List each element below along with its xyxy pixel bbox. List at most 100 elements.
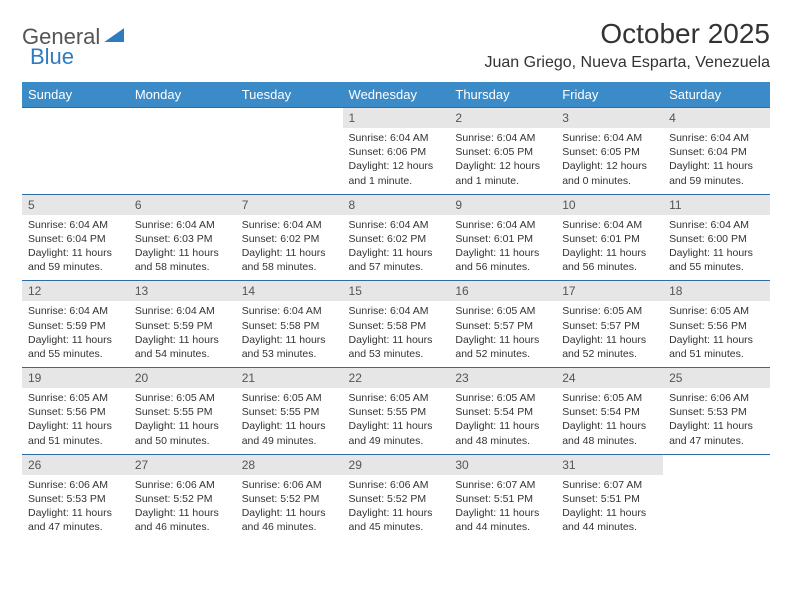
header: General October 2025 Juan Griego, Nueva …	[22, 18, 770, 72]
logo-triangle-icon	[104, 28, 124, 42]
day-number	[663, 455, 770, 473]
calendar-day-cell	[663, 454, 770, 540]
calendar-day-cell: 6Sunrise: 6:04 AMSunset: 6:03 PMDaylight…	[129, 194, 236, 281]
day-content: Sunrise: 6:04 AMSunset: 6:03 PMDaylight:…	[129, 215, 236, 281]
calendar-week-row: 5Sunrise: 6:04 AMSunset: 6:04 PMDaylight…	[22, 194, 770, 281]
day-number	[22, 108, 129, 126]
weekday-header: Saturday	[663, 82, 770, 108]
calendar-day-cell: 18Sunrise: 6:05 AMSunset: 5:56 PMDayligh…	[663, 281, 770, 368]
calendar-day-cell	[129, 108, 236, 195]
weekday-header: Friday	[556, 82, 663, 108]
day-content	[129, 126, 236, 135]
weekday-header: Monday	[129, 82, 236, 108]
day-number: 30	[449, 455, 556, 475]
calendar-header-row: SundayMondayTuesdayWednesdayThursdayFrid…	[22, 82, 770, 108]
calendar-day-cell: 13Sunrise: 6:04 AMSunset: 5:59 PMDayligh…	[129, 281, 236, 368]
day-number: 9	[449, 195, 556, 215]
weekday-header: Thursday	[449, 82, 556, 108]
calendar-day-cell: 3Sunrise: 6:04 AMSunset: 6:05 PMDaylight…	[556, 108, 663, 195]
calendar-day-cell: 2Sunrise: 6:04 AMSunset: 6:05 PMDaylight…	[449, 108, 556, 195]
day-content: Sunrise: 6:05 AMSunset: 5:56 PMDaylight:…	[663, 301, 770, 367]
day-content: Sunrise: 6:04 AMSunset: 6:02 PMDaylight:…	[343, 215, 450, 281]
day-number: 22	[343, 368, 450, 388]
calendar-table: SundayMondayTuesdayWednesdayThursdayFrid…	[22, 82, 770, 540]
calendar-day-cell	[22, 108, 129, 195]
logo-text-blue: Blue	[30, 44, 74, 70]
day-number: 16	[449, 281, 556, 301]
day-content: Sunrise: 6:04 AMSunset: 5:58 PMDaylight:…	[343, 301, 450, 367]
day-content: Sunrise: 6:05 AMSunset: 5:54 PMDaylight:…	[449, 388, 556, 454]
day-content: Sunrise: 6:04 AMSunset: 6:04 PMDaylight:…	[663, 128, 770, 194]
calendar-day-cell: 8Sunrise: 6:04 AMSunset: 6:02 PMDaylight…	[343, 194, 450, 281]
calendar-day-cell: 15Sunrise: 6:04 AMSunset: 5:58 PMDayligh…	[343, 281, 450, 368]
calendar-day-cell: 20Sunrise: 6:05 AMSunset: 5:55 PMDayligh…	[129, 368, 236, 455]
calendar-day-cell: 19Sunrise: 6:05 AMSunset: 5:56 PMDayligh…	[22, 368, 129, 455]
day-number: 8	[343, 195, 450, 215]
day-content: Sunrise: 6:04 AMSunset: 6:05 PMDaylight:…	[449, 128, 556, 194]
day-number: 18	[663, 281, 770, 301]
day-number: 28	[236, 455, 343, 475]
day-number: 13	[129, 281, 236, 301]
calendar-day-cell: 12Sunrise: 6:04 AMSunset: 5:59 PMDayligh…	[22, 281, 129, 368]
day-content: Sunrise: 6:07 AMSunset: 5:51 PMDaylight:…	[556, 475, 663, 541]
day-number: 29	[343, 455, 450, 475]
day-number: 3	[556, 108, 663, 128]
day-content: Sunrise: 6:06 AMSunset: 5:52 PMDaylight:…	[129, 475, 236, 541]
day-number: 5	[22, 195, 129, 215]
calendar-day-cell: 7Sunrise: 6:04 AMSunset: 6:02 PMDaylight…	[236, 194, 343, 281]
day-content: Sunrise: 6:04 AMSunset: 6:05 PMDaylight:…	[556, 128, 663, 194]
day-content: Sunrise: 6:04 AMSunset: 6:01 PMDaylight:…	[449, 215, 556, 281]
day-content: Sunrise: 6:05 AMSunset: 5:57 PMDaylight:…	[449, 301, 556, 367]
day-number: 31	[556, 455, 663, 475]
calendar-day-cell: 23Sunrise: 6:05 AMSunset: 5:54 PMDayligh…	[449, 368, 556, 455]
calendar-body: 1Sunrise: 6:04 AMSunset: 6:06 PMDaylight…	[22, 108, 770, 541]
day-content: Sunrise: 6:05 AMSunset: 5:55 PMDaylight:…	[129, 388, 236, 454]
calendar-day-cell: 22Sunrise: 6:05 AMSunset: 5:55 PMDayligh…	[343, 368, 450, 455]
day-content: Sunrise: 6:05 AMSunset: 5:54 PMDaylight:…	[556, 388, 663, 454]
day-content: Sunrise: 6:06 AMSunset: 5:53 PMDaylight:…	[663, 388, 770, 454]
calendar-day-cell: 10Sunrise: 6:04 AMSunset: 6:01 PMDayligh…	[556, 194, 663, 281]
day-number: 10	[556, 195, 663, 215]
day-number: 4	[663, 108, 770, 128]
day-content: Sunrise: 6:05 AMSunset: 5:57 PMDaylight:…	[556, 301, 663, 367]
weekday-header: Wednesday	[343, 82, 450, 108]
day-number: 1	[343, 108, 450, 128]
day-content: Sunrise: 6:04 AMSunset: 5:59 PMDaylight:…	[22, 301, 129, 367]
calendar-day-cell: 17Sunrise: 6:05 AMSunset: 5:57 PMDayligh…	[556, 281, 663, 368]
day-content: Sunrise: 6:04 AMSunset: 6:01 PMDaylight:…	[556, 215, 663, 281]
calendar-day-cell: 29Sunrise: 6:06 AMSunset: 5:52 PMDayligh…	[343, 454, 450, 540]
day-content: Sunrise: 6:04 AMSunset: 5:59 PMDaylight:…	[129, 301, 236, 367]
calendar-day-cell: 4Sunrise: 6:04 AMSunset: 6:04 PMDaylight…	[663, 108, 770, 195]
day-content: Sunrise: 6:06 AMSunset: 5:53 PMDaylight:…	[22, 475, 129, 541]
calendar-day-cell: 21Sunrise: 6:05 AMSunset: 5:55 PMDayligh…	[236, 368, 343, 455]
day-content	[236, 126, 343, 135]
day-content: Sunrise: 6:04 AMSunset: 5:58 PMDaylight:…	[236, 301, 343, 367]
day-content: Sunrise: 6:04 AMSunset: 6:00 PMDaylight:…	[663, 215, 770, 281]
day-number: 26	[22, 455, 129, 475]
day-content: Sunrise: 6:06 AMSunset: 5:52 PMDaylight:…	[343, 475, 450, 541]
calendar-day-cell: 25Sunrise: 6:06 AMSunset: 5:53 PMDayligh…	[663, 368, 770, 455]
calendar-day-cell: 31Sunrise: 6:07 AMSunset: 5:51 PMDayligh…	[556, 454, 663, 540]
calendar-week-row: 26Sunrise: 6:06 AMSunset: 5:53 PMDayligh…	[22, 454, 770, 540]
calendar-day-cell: 27Sunrise: 6:06 AMSunset: 5:52 PMDayligh…	[129, 454, 236, 540]
day-number: 17	[556, 281, 663, 301]
weekday-header: Sunday	[22, 82, 129, 108]
calendar-day-cell: 30Sunrise: 6:07 AMSunset: 5:51 PMDayligh…	[449, 454, 556, 540]
title-block: October 2025 Juan Griego, Nueva Esparta,…	[484, 18, 770, 72]
day-content: Sunrise: 6:05 AMSunset: 5:56 PMDaylight:…	[22, 388, 129, 454]
day-number: 20	[129, 368, 236, 388]
location-subtitle: Juan Griego, Nueva Esparta, Venezuela	[484, 54, 770, 72]
day-number: 14	[236, 281, 343, 301]
calendar-day-cell	[236, 108, 343, 195]
day-number	[236, 108, 343, 126]
day-content: Sunrise: 6:04 AMSunset: 6:06 PMDaylight:…	[343, 128, 450, 194]
calendar-day-cell: 11Sunrise: 6:04 AMSunset: 6:00 PMDayligh…	[663, 194, 770, 281]
day-content: Sunrise: 6:07 AMSunset: 5:51 PMDaylight:…	[449, 475, 556, 541]
calendar-week-row: 12Sunrise: 6:04 AMSunset: 5:59 PMDayligh…	[22, 281, 770, 368]
day-number: 21	[236, 368, 343, 388]
calendar-week-row: 1Sunrise: 6:04 AMSunset: 6:06 PMDaylight…	[22, 108, 770, 195]
day-content	[663, 473, 770, 482]
day-number: 23	[449, 368, 556, 388]
day-number: 7	[236, 195, 343, 215]
calendar-day-cell: 14Sunrise: 6:04 AMSunset: 5:58 PMDayligh…	[236, 281, 343, 368]
